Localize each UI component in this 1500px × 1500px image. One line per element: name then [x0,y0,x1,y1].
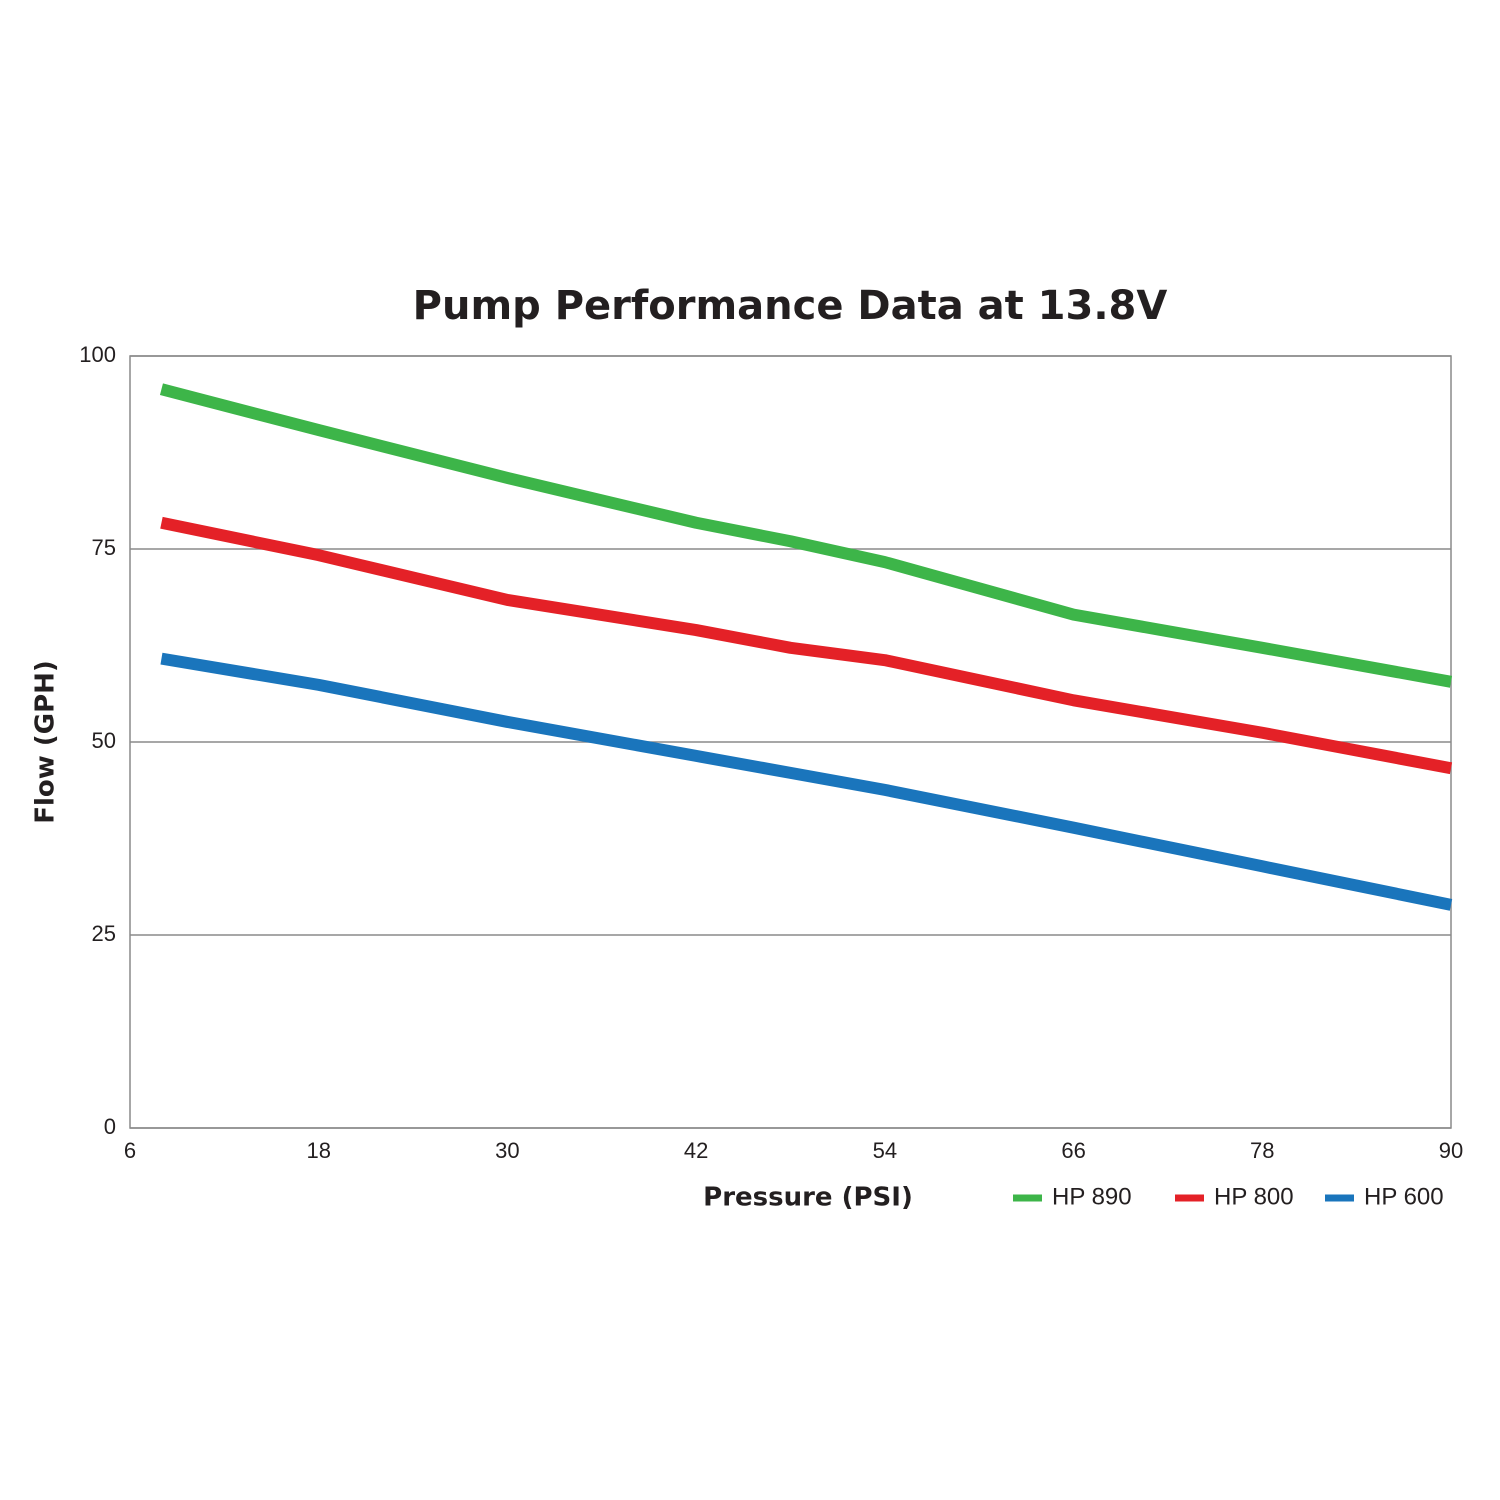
y-tick-label: 50 [92,728,116,753]
y-tick-label: 25 [92,921,116,946]
y-tick-label: 0 [104,1114,116,1139]
y-tick-label: 100 [79,342,116,367]
x-tick-label: 42 [684,1138,708,1163]
x-tick-label: 90 [1439,1138,1463,1163]
y-axis-title: Flow (GPH) [31,660,61,824]
legend-label: HP 600 [1364,1183,1444,1210]
y-tick-label: 75 [92,535,116,560]
x-tick-label: 78 [1250,1138,1274,1163]
x-tick-label: 66 [1061,1138,1085,1163]
legend-label: HP 800 [1214,1183,1294,1210]
x-tick-label: 18 [306,1138,330,1163]
x-tick-label: 6 [124,1138,136,1163]
legend-label: HP 890 [1052,1183,1132,1210]
line-series [159,383,1453,688]
x-tick-label: 30 [495,1138,519,1163]
line-series [160,516,1453,775]
x-axis-title: Pressure (PSI) [703,1183,913,1213]
line-series [160,652,1453,911]
x-tick-label: 54 [873,1138,897,1163]
chart-title: Pump Performance Data at 13.8V [413,283,1168,329]
